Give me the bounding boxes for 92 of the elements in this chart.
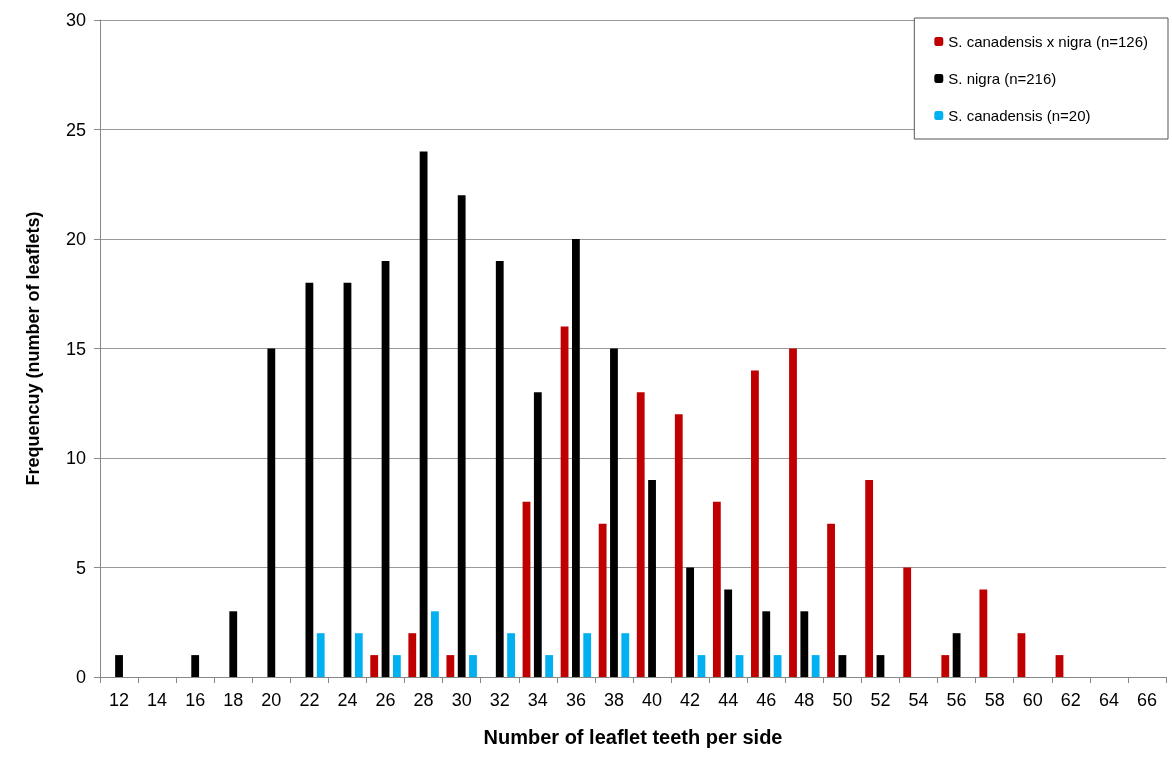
y-tick-label: 0	[75, 667, 86, 687]
bar	[762, 611, 771, 677]
x-tick-label: 16	[185, 690, 206, 710]
bar	[267, 348, 276, 677]
legend-label: S. nigra (n=216)	[948, 70, 1057, 87]
bar	[316, 633, 325, 677]
x-tick-label: 42	[680, 690, 701, 710]
bar	[507, 633, 515, 677]
legend-label: S. canadensis x nigra (n=126)	[948, 33, 1148, 50]
bar	[560, 326, 569, 677]
y-tick-label: 20	[65, 229, 86, 249]
bar	[773, 655, 782, 677]
bar	[115, 655, 123, 677]
y-axis-title: Frequencuy (number of leaflets)	[23, 211, 43, 486]
bar	[712, 501, 721, 677]
bar	[343, 282, 352, 677]
bar	[838, 655, 847, 677]
x-tick-label: 32	[489, 690, 510, 710]
x-tick-label: 40	[642, 690, 663, 710]
bar	[811, 655, 820, 677]
bar	[724, 589, 733, 677]
x-tick-label: 28	[413, 690, 434, 710]
x-axis-title: Number of leaflet teeth per side	[483, 726, 783, 748]
y-tick-label: 15	[65, 338, 86, 359]
x-tick-label: 62	[1060, 690, 1081, 710]
bar	[800, 611, 809, 677]
x-tick-label: 12	[109, 690, 130, 710]
bar	[370, 655, 379, 677]
bar	[469, 655, 477, 677]
bar	[697, 655, 706, 677]
bar	[446, 655, 455, 677]
bar	[735, 655, 744, 677]
bar	[952, 633, 961, 677]
bar	[522, 501, 531, 677]
x-tick-label: 44	[718, 690, 739, 710]
bar	[533, 392, 542, 677]
bar	[354, 633, 363, 677]
y-tick-label: 5	[75, 557, 86, 578]
y-tick-label: 30	[65, 10, 86, 30]
x-tick-label: 14	[147, 690, 168, 710]
bar	[621, 633, 630, 677]
bar	[827, 523, 835, 677]
bar	[648, 479, 656, 677]
bar	[545, 655, 554, 677]
x-tick-label: 60	[1022, 690, 1043, 710]
x-tick-label: 50	[832, 690, 853, 710]
x-tick-label: 46	[756, 690, 777, 710]
bar	[789, 348, 797, 677]
bar	[751, 370, 759, 677]
bar	[1017, 633, 1026, 677]
x-tick-label: 26	[375, 690, 396, 710]
x-tick-label: 38	[603, 690, 624, 710]
x-tick-label: 22	[299, 690, 320, 710]
bar	[903, 567, 912, 677]
bar	[191, 655, 200, 677]
bar	[583, 633, 592, 677]
bar	[1055, 655, 1064, 677]
bar	[392, 655, 401, 677]
x-tick-label: 36	[565, 690, 586, 710]
x-tick-label: 52	[870, 690, 891, 710]
bar	[495, 260, 504, 677]
x-tick-label: 20	[261, 690, 282, 710]
bar	[408, 633, 417, 677]
x-tick-label: 56	[946, 690, 967, 710]
y-tick-label: 25	[65, 119, 86, 140]
bar	[598, 523, 607, 677]
bar	[636, 392, 645, 677]
bar	[457, 195, 466, 677]
x-tick-label: 30	[451, 690, 472, 710]
bar	[610, 348, 618, 677]
x-tick-label: 48	[794, 690, 815, 710]
bar	[979, 589, 988, 677]
x-tick-label: 64	[1098, 690, 1119, 710]
bar	[865, 479, 874, 677]
y-tick-label: 10	[65, 448, 86, 468]
bar	[571, 239, 580, 677]
x-tick-label: 24	[337, 690, 358, 710]
bar	[674, 414, 683, 677]
bar	[431, 611, 439, 677]
bar	[941, 655, 950, 677]
x-tick-label: 58	[984, 690, 1005, 710]
bar	[876, 655, 885, 677]
x-tick-label: 66	[1136, 690, 1157, 710]
bar	[229, 611, 238, 677]
x-tick-label: 18	[223, 690, 244, 710]
legend-label: S. canadensis (n=20)	[948, 107, 1091, 124]
bar	[381, 260, 390, 677]
x-tick-label: 34	[527, 690, 548, 710]
bar	[305, 282, 314, 677]
bar	[419, 151, 428, 677]
bar	[686, 567, 695, 677]
x-tick-label: 54	[908, 690, 929, 710]
